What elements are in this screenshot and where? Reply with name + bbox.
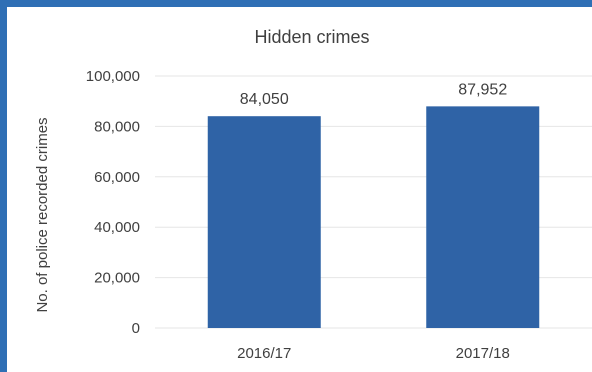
y-tick-label: 20,000 — [94, 270, 140, 287]
data-label: 84,050 — [240, 91, 289, 108]
y-axis-label: No. of police recorded crimes — [34, 117, 51, 312]
x-tick-label: 2016/17 — [237, 345, 291, 362]
bar — [426, 106, 540, 328]
bar-chart: Hidden crimes No. of police recorded cri… — [34, 27, 592, 362]
y-tick-label: 80,000 — [94, 118, 140, 135]
bar — [207, 116, 321, 328]
y-tick-label: 0 — [132, 320, 140, 337]
data-label: 87,952 — [458, 81, 507, 98]
y-tick-label: 100,000 — [86, 68, 140, 85]
chart-title: Hidden crimes — [254, 27, 369, 47]
y-tick-label: 40,000 — [94, 219, 140, 236]
x-tick-label: 2017/18 — [456, 345, 510, 362]
chart-panel: Hidden crimes No. of police recorded cri… — [7, 7, 592, 372]
y-tick-label: 60,000 — [94, 169, 140, 186]
